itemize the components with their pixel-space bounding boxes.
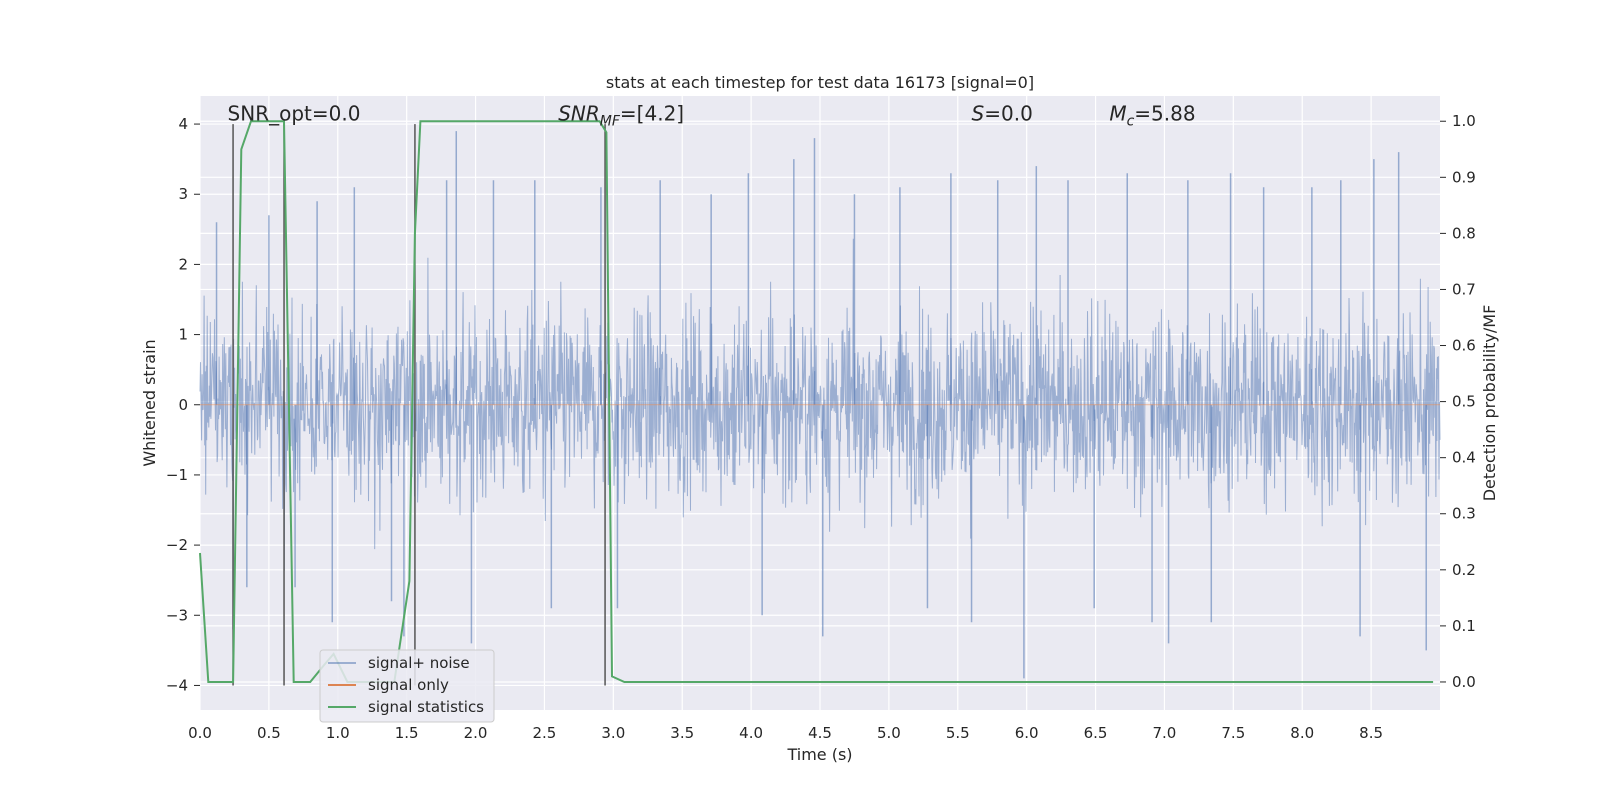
legend-label-signal-plus-noise: signal+ noise: [368, 654, 470, 672]
x-tick-label: 1.5: [395, 724, 419, 742]
x-axis-label: Time (s): [786, 745, 852, 764]
x-tick-label: 7.5: [1221, 724, 1245, 742]
legend: signal+ noise signal only signal statist…: [319, 649, 495, 723]
y2-tick-label: 0.7: [1452, 280, 1476, 298]
x-tick-label: 8.5: [1359, 724, 1383, 742]
legend-box: [319, 649, 495, 723]
x-tick-label: 1.0: [326, 724, 350, 742]
legend-label-signal-statistics: signal statistics: [368, 698, 484, 716]
y-tick-label: −1: [166, 466, 188, 484]
y2-tick-label: 0.1: [1452, 617, 1476, 635]
x-tick-label: 2.5: [533, 724, 557, 742]
y-axis-label: Whitened strain: [140, 339, 159, 466]
y-tick-label: 3: [178, 185, 188, 203]
y2-tick-label: 0.4: [1452, 449, 1476, 467]
x-tick-label: 8.0: [1290, 724, 1314, 742]
chart-title: stats at each timestep for test data 161…: [606, 73, 1034, 92]
y2-tick-label: 0.8: [1452, 224, 1476, 242]
annotation-3: Mc=5.88: [1109, 102, 1195, 130]
y2-tick-label: 0.2: [1452, 561, 1476, 579]
x-tick-label: 7.0: [1153, 724, 1177, 742]
x-tick-label: 5.0: [877, 724, 901, 742]
y-axis-ticks: −4 −3 −2 −1 0 1 2 3 4: [166, 115, 200, 694]
y2-axis-label: Detection probability/MF: [1480, 305, 1499, 502]
noise-trace: [199, 238, 1441, 571]
y-tick-label: 0: [178, 396, 188, 414]
annotation-1: SNRMF=[4.2]: [558, 102, 684, 130]
x-tick-label: 5.5: [946, 724, 970, 742]
y-tick-label: 1: [178, 326, 188, 344]
y2-tick-label: 1.0: [1452, 112, 1476, 130]
series-signal-plus-noise: [199, 131, 1441, 679]
x-tick-label: 6.0: [1015, 724, 1039, 742]
x-axis-ticks: 0.0 0.5 1.0 1.5 2.0 2.5 3.0 3.5 4.0 4.5 5.0 5.5 6.0 6…: [188, 724, 1383, 742]
x-tick-label: 6.5: [1084, 724, 1108, 742]
y-tick-label: −2: [166, 536, 188, 554]
annotation-2: S=0.0: [972, 102, 1033, 126]
legend-label-signal-only: signal only: [368, 676, 449, 694]
y-tick-label: 2: [178, 255, 188, 273]
annotations: SNR_opt=0.0 SNRMF=[4.2] S=0.0 Mc=5.88: [228, 102, 1196, 130]
annotation-0: SNR_opt=0.0: [228, 102, 361, 126]
y-tick-label: 4: [178, 115, 188, 133]
y-tick-label: −3: [166, 606, 188, 624]
y2-tick-label: 0.6: [1452, 337, 1476, 355]
x-tick-label: 0.5: [257, 724, 281, 742]
y2-axis-ticks: 0.0 0.1 0.2 0.3 0.4 0.5 0.6 0.7 0.8 0.9 1.0: [1440, 112, 1476, 691]
x-tick-label: 4.5: [808, 724, 832, 742]
x-tick-label: 3.0: [601, 724, 625, 742]
y2-tick-label: 0.9: [1452, 168, 1476, 186]
x-tick-label: 3.5: [670, 724, 694, 742]
y2-tick-label: 0.5: [1452, 393, 1476, 411]
x-tick-label: 2.0: [464, 724, 488, 742]
y-tick-label: −4: [166, 676, 188, 694]
y2-tick-label: 0.0: [1452, 673, 1476, 691]
x-tick-label: 4.0: [739, 724, 763, 742]
x-tick-label: 0.0: [188, 724, 212, 742]
y2-tick-label: 0.3: [1452, 505, 1476, 523]
